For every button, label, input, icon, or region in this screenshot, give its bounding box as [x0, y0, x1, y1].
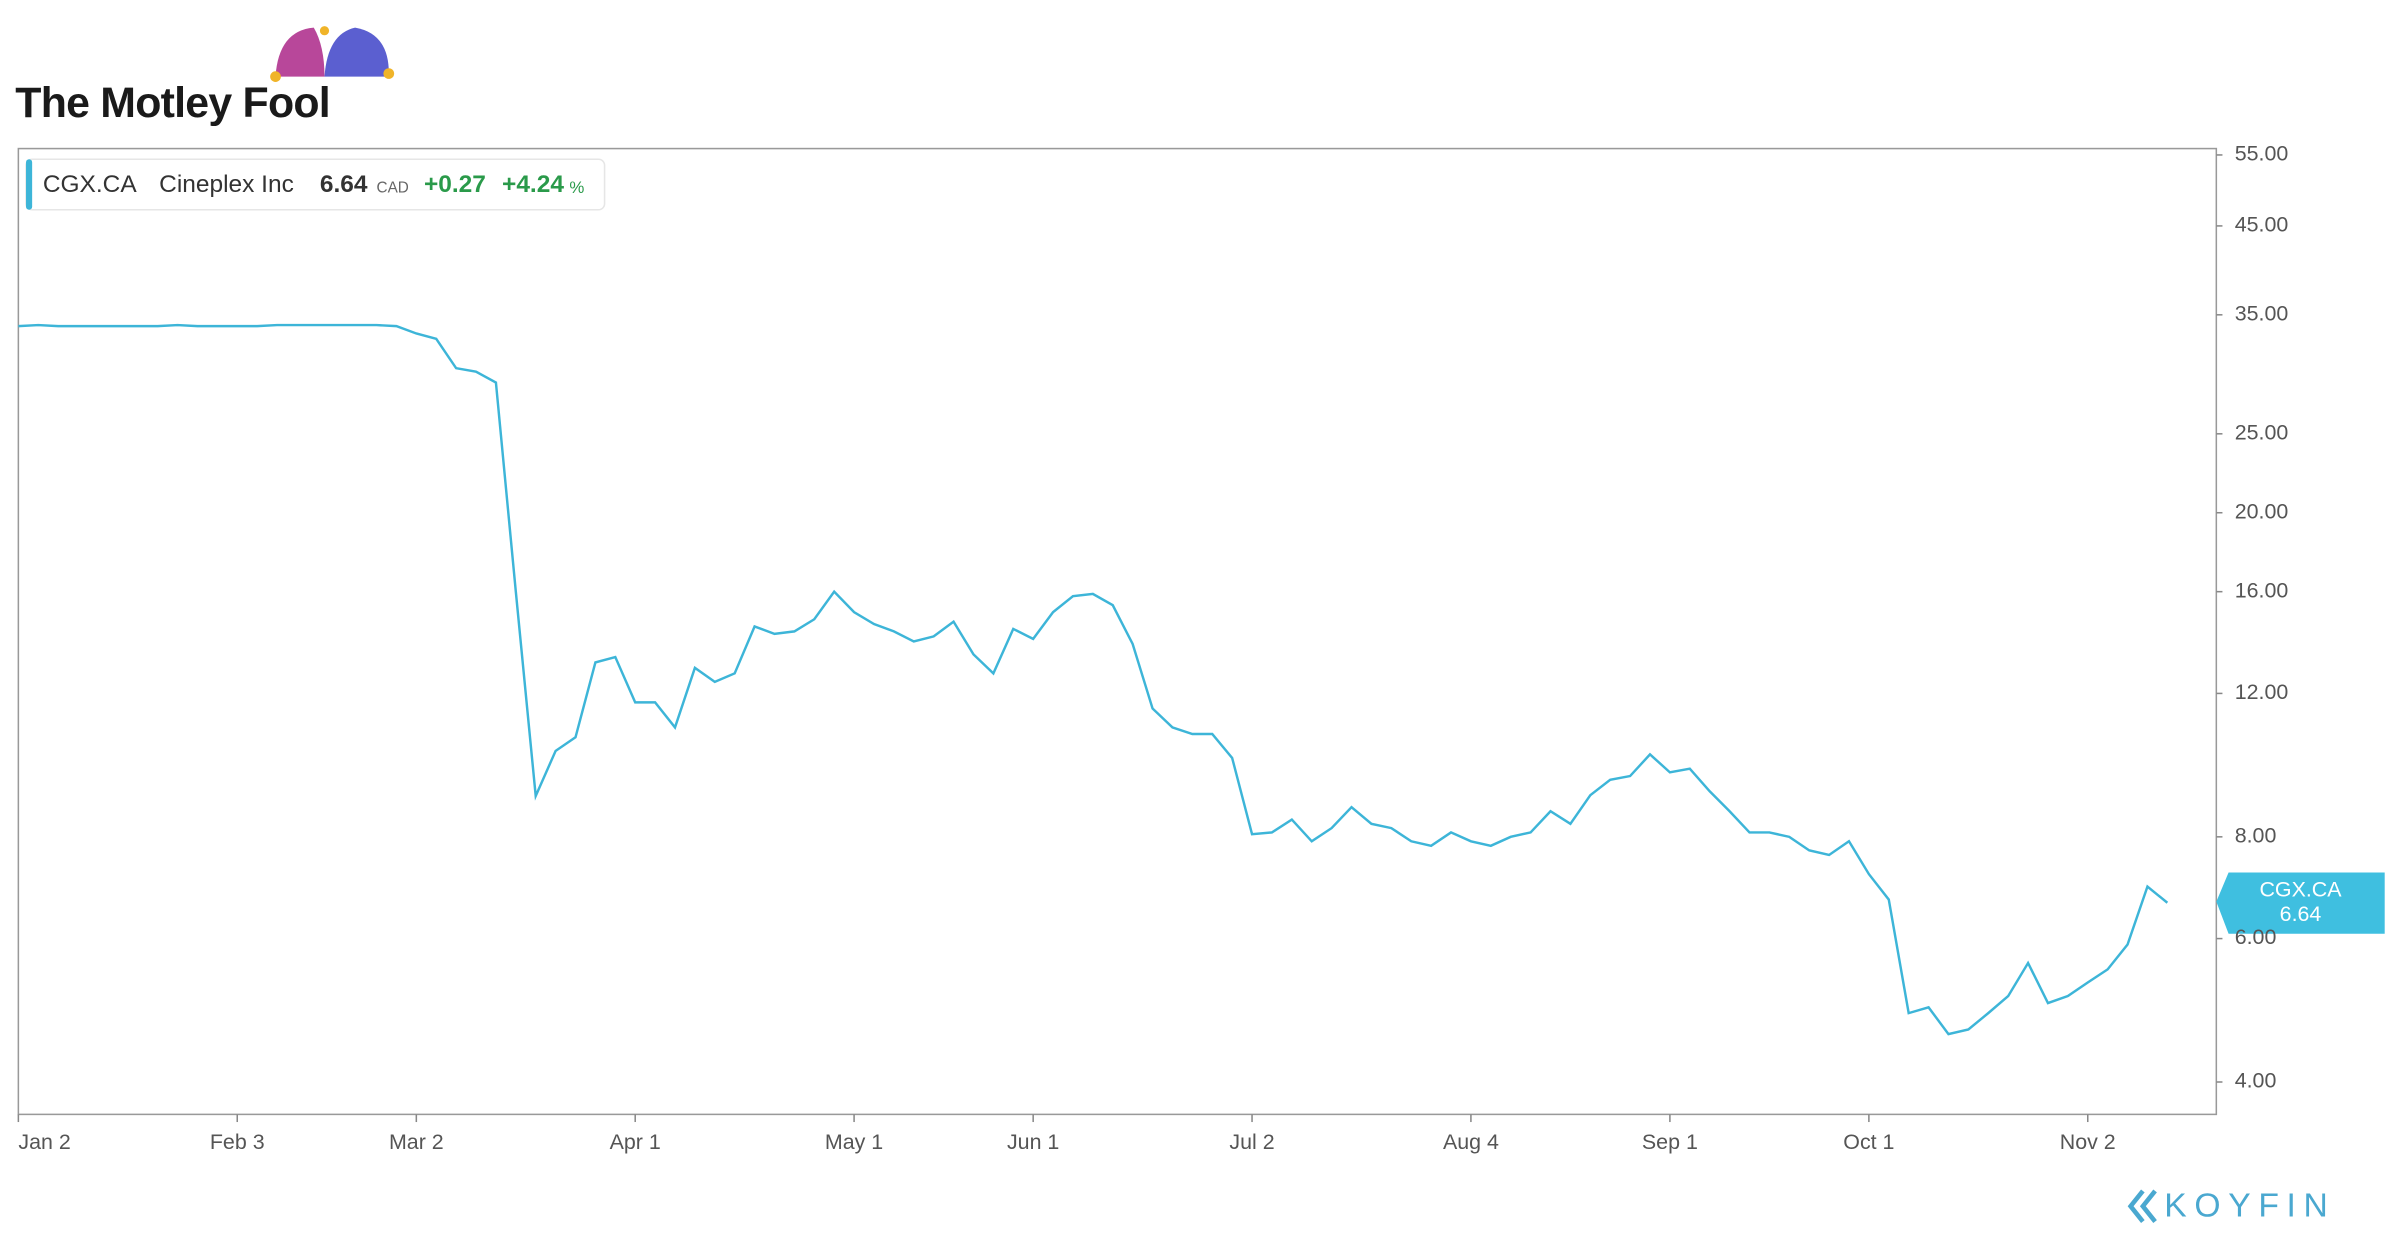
y-tick-label: 4.00: [2235, 1069, 2277, 1093]
legend-change-pct: +4.24: [502, 171, 564, 198]
legend-ticker: CGX.CA: [43, 171, 137, 198]
legend-price: 6.64: [320, 171, 368, 198]
brand: The Motley Fool: [15, 79, 330, 127]
legend-currency: CAD: [377, 179, 409, 196]
price-tag: CGX.CA 6.64: [2216, 872, 2385, 934]
price-line: [18, 323, 2169, 1036]
price-tag-ticker: CGX.CA: [2259, 878, 2342, 902]
plot-frame: [17, 147, 2218, 1116]
x-tick-label: May 1: [825, 1130, 883, 1154]
y-tick-label: 45.00: [2235, 213, 2289, 237]
price-tag-value: 6.64: [2280, 902, 2322, 926]
footer-brand: KOYFIN: [2164, 1188, 2335, 1225]
x-tick-label: Apr 1: [610, 1130, 661, 1154]
x-tick-label: Feb 3: [210, 1130, 265, 1154]
x-tick-label: Jun 1: [1007, 1130, 1059, 1154]
x-tick-label: Oct 1: [1843, 1130, 1894, 1154]
logo: The Motley Fool: [15, 26, 395, 127]
y-tick-label: 6.00: [2235, 925, 2277, 949]
price-tag-box: [2216, 872, 2385, 934]
y-tick-label: 20.00: [2235, 499, 2289, 523]
x-tick-label: Aug 4: [1443, 1130, 1499, 1154]
x-tick-label: Sep 1: [1642, 1130, 1698, 1154]
x-tick-label: Jul 2: [1229, 1130, 1274, 1154]
y-tick-label: 8.00: [2235, 823, 2277, 847]
y-tick-label: 12.00: [2235, 680, 2289, 704]
y-tick-label: 16.00: [2235, 578, 2289, 602]
x-tick-label: Jan 2: [18, 1130, 70, 1154]
footer-logo: KOYFIN: [2127, 1188, 2335, 1225]
y-tick-label: 25.00: [2235, 420, 2289, 444]
legend-name: Cineplex Inc: [159, 171, 294, 198]
legend-swatch: [26, 159, 33, 210]
x-tick-label: Mar 2: [389, 1130, 444, 1154]
y-tick-label: 55.00: [2235, 142, 2289, 166]
legend: CGX.CA Cineplex Inc 6.64 CAD +0.27 +4.24…: [25, 158, 606, 211]
legend-pct-sign: %: [569, 178, 584, 197]
y-tick-label: 35.00: [2235, 301, 2289, 325]
legend-change: +0.27: [424, 171, 486, 198]
x-tick-label: Nov 2: [2060, 1130, 2116, 1154]
